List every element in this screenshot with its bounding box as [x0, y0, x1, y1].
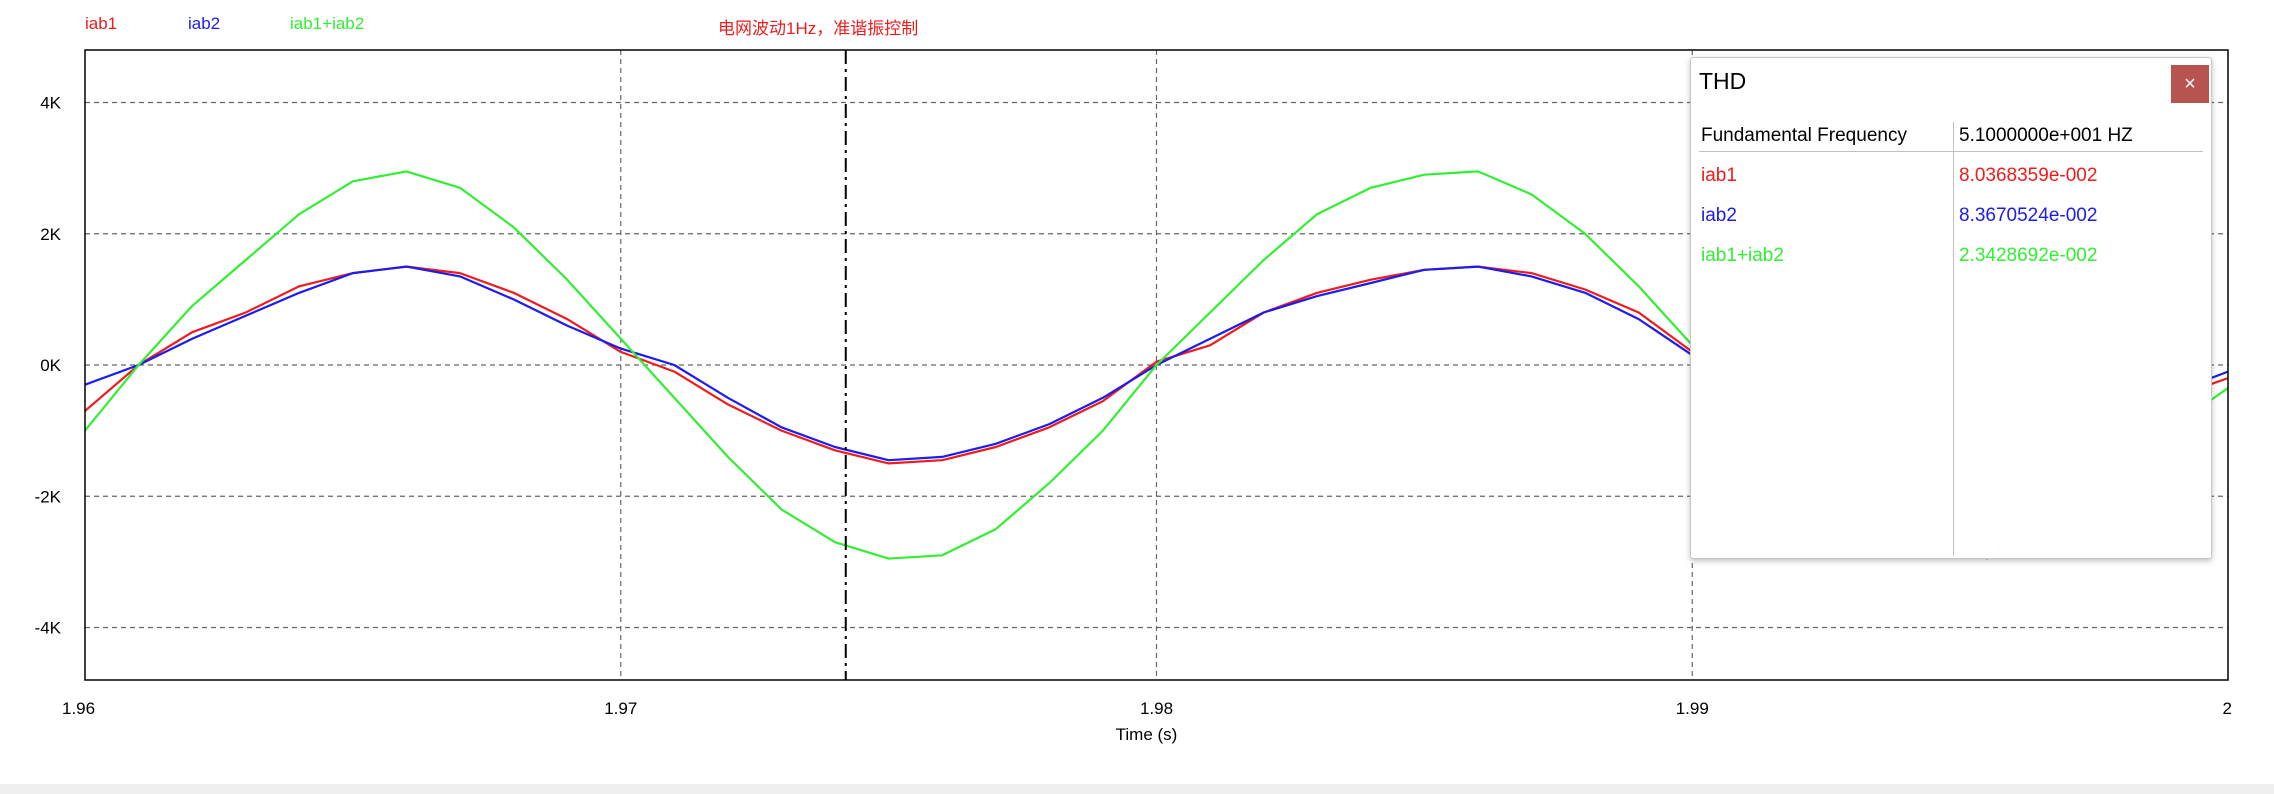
x-tick-label: 1.97: [604, 699, 637, 718]
x-tick-label: 1.98: [1140, 699, 1173, 718]
status-strip: [0, 784, 2274, 794]
y-tick-label: -4K: [35, 619, 62, 638]
thd-row-label: iab1+iab2: [1701, 245, 1784, 266]
header-divider: [1699, 151, 2203, 152]
fundamental-frequency-value: 5.1000000e+001 HZ: [1959, 125, 2133, 146]
legend-entry: iab1+iab2: [290, 14, 364, 33]
thd-row-value: 2.3428692e-002: [1959, 245, 2098, 266]
plot-border: [84, 49, 2229, 681]
legend-entry: iab1: [85, 14, 117, 33]
thd-row-label: iab1: [1701, 165, 1737, 186]
y-tick-label: -2K: [35, 487, 62, 506]
x-tick-label: 1.99: [1676, 699, 1709, 718]
y-tick-label: 4K: [40, 94, 61, 113]
column-divider: [1953, 122, 1954, 556]
series-line: [84, 265, 2229, 465]
thd-panel-title: THD: [1699, 68, 1747, 94]
x-tick-label: 1.96: [62, 699, 95, 718]
thd-row-value: 8.3670524e-002: [1959, 205, 2098, 226]
chart-title: 电网波动1Hz，准谐振控制: [718, 19, 918, 38]
y-tick-label: 0K: [40, 356, 61, 375]
thd-panel[interactable]: THD × Fundamental Frequency 5.1000000e+0…: [1690, 57, 2212, 559]
thd-row-label: iab2: [1701, 205, 1737, 226]
x-axis-label: Time (s): [1116, 725, 1178, 744]
fundamental-frequency-label: Fundamental Frequency: [1701, 125, 1907, 146]
close-icon: ×: [2184, 73, 2196, 95]
legend-entry: iab2: [188, 14, 220, 33]
thd-row-value: 8.0368359e-002: [1959, 165, 2098, 186]
close-button[interactable]: ×: [2171, 65, 2209, 103]
series-line: [84, 170, 2229, 560]
x-tick-label: 2: [2223, 699, 2232, 718]
y-tick-label: 2K: [40, 225, 61, 244]
